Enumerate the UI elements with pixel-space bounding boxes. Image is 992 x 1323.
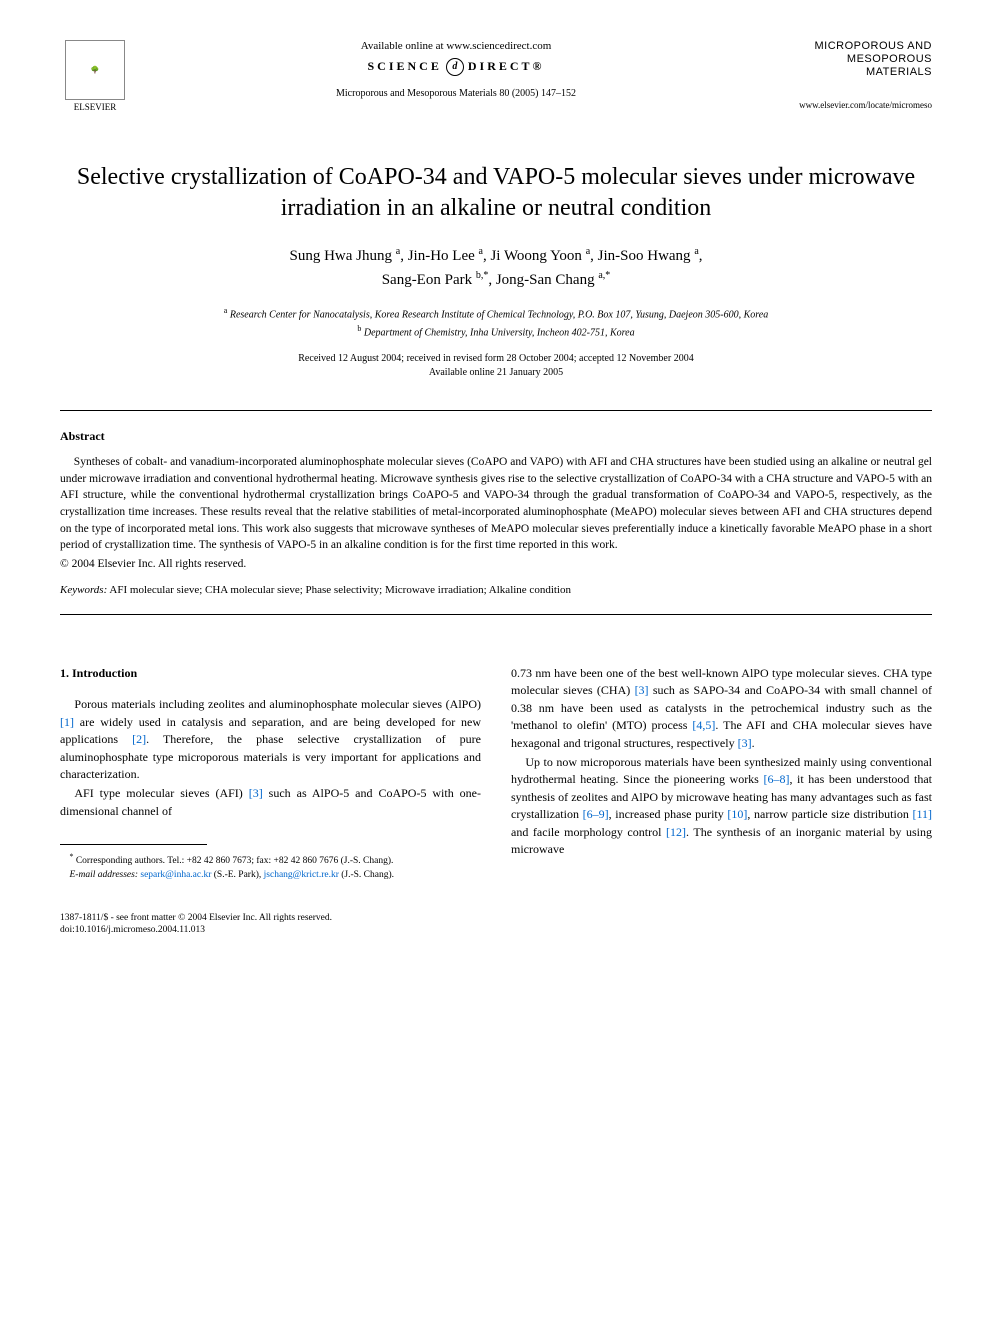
ref-link-2[interactable]: [2]: [132, 732, 146, 746]
ref-link-45[interactable]: [4,5]: [692, 718, 715, 732]
ref-link-11[interactable]: [11]: [912, 807, 932, 821]
publisher-name: ELSEVIER: [60, 102, 130, 112]
publisher-logo: 🌳 ELSEVIER: [60, 40, 130, 112]
footer-copyright: 1387-1811/$ - see front matter © 2004 El…: [60, 912, 932, 924]
locate-url: www.elsevier.com/locate/micromeso: [782, 100, 932, 111]
sciencedirect-logo: SCIENCE d DIRECT®: [150, 58, 762, 76]
article-dates: Received 12 August 2004; received in rev…: [60, 352, 932, 380]
sd-suffix: DIRECT®: [468, 59, 545, 73]
affiliation-a: Research Center for Nanocatalysis, Korea…: [230, 310, 768, 321]
page-header: 🌳 ELSEVIER Available online at www.scien…: [60, 40, 932, 112]
elsevier-tree-icon: 🌳: [65, 40, 125, 100]
journal-title-line1: MICROPOROUS AND: [782, 40, 932, 53]
intro-p2: AFI type molecular sieves (AFI) [3] such…: [60, 785, 481, 820]
sd-prefix: SCIENCE: [368, 59, 442, 73]
page-footer: 1387-1811/$ - see front matter © 2004 El…: [60, 912, 932, 937]
abstract-text: Syntheses of cobalt- and vanadium-incorp…: [60, 454, 932, 554]
footer-doi: doi:10.1016/j.micromeso.2004.11.013: [60, 924, 932, 936]
journal-logo-block: MICROPOROUS AND MESOPOROUS MATERIALS www…: [782, 40, 932, 110]
ref-link-69[interactable]: [6–9]: [583, 807, 609, 821]
abstract-heading: Abstract: [60, 429, 932, 444]
keywords: Keywords: AFI molecular sieve; CHA molec…: [60, 584, 932, 596]
dates-received: Received 12 August 2004; received in rev…: [60, 352, 932, 366]
ref-link-3b[interactable]: [3]: [635, 683, 649, 697]
ref-link-68[interactable]: [6–8]: [763, 772, 789, 786]
abstract-copyright: © 2004 Elsevier Inc. All rights reserved…: [60, 558, 932, 570]
journal-reference: Microporous and Mesoporous Materials 80 …: [150, 88, 762, 99]
footnote-rule: [60, 844, 207, 845]
email-link-2[interactable]: jschang@krict.re.kr: [264, 870, 339, 880]
article-title: Selective crystallization of CoAPO-34 an…: [60, 162, 932, 224]
footnotes: * Corresponding authors. Tel.: +82 42 86…: [60, 851, 481, 882]
rule-bottom: [60, 614, 932, 615]
body-columns: 1. Introduction Porous materials includi…: [60, 665, 932, 882]
affiliations: a Research Center for Nanocatalysis, Kor…: [60, 305, 932, 340]
journal-title-line2: MESOPOROUS MATERIALS: [782, 53, 932, 79]
authors-list: Sung Hwa Jhung a, Jin-Ho Lee a, Ji Woong…: [60, 244, 932, 291]
journal-title: MICROPOROUS AND MESOPOROUS MATERIALS: [782, 40, 932, 80]
ref-link-1[interactable]: [1]: [60, 715, 74, 729]
corresponding-note: * Corresponding authors. Tel.: +82 42 86…: [60, 851, 481, 868]
ref-link-3a[interactable]: [3]: [249, 786, 263, 800]
intro-p3: Up to now microporous materials have bee…: [511, 754, 932, 858]
sd-d-icon: d: [446, 58, 464, 76]
email-note: E-mail addresses: separk@inha.ac.kr (S.-…: [60, 869, 481, 882]
intro-p2-cont: 0.73 nm have been one of the best well-k…: [511, 665, 932, 752]
affiliation-b: Department of Chemistry, Inha University…: [364, 327, 635, 338]
keywords-label: Keywords:: [60, 584, 107, 596]
rule-top: [60, 410, 932, 411]
dates-online: Available online 21 January 2005: [60, 366, 932, 380]
available-online-text: Available online at www.sciencedirect.co…: [150, 40, 762, 52]
intro-p1: Porous materials including zeolites and …: [60, 696, 481, 783]
column-right: 0.73 nm have been one of the best well-k…: [511, 665, 932, 882]
section-1-heading: 1. Introduction: [60, 665, 481, 682]
header-center: Available online at www.sciencedirect.co…: [130, 40, 782, 99]
ref-link-3c[interactable]: [3]: [738, 736, 752, 750]
ref-link-10[interactable]: [10]: [727, 807, 747, 821]
ref-link-12[interactable]: [12]: [666, 825, 686, 839]
keywords-text: AFI molecular sieve; CHA molecular sieve…: [107, 584, 571, 596]
column-left: 1. Introduction Porous materials includi…: [60, 665, 481, 882]
email-link-1[interactable]: separk@inha.ac.kr: [140, 870, 211, 880]
